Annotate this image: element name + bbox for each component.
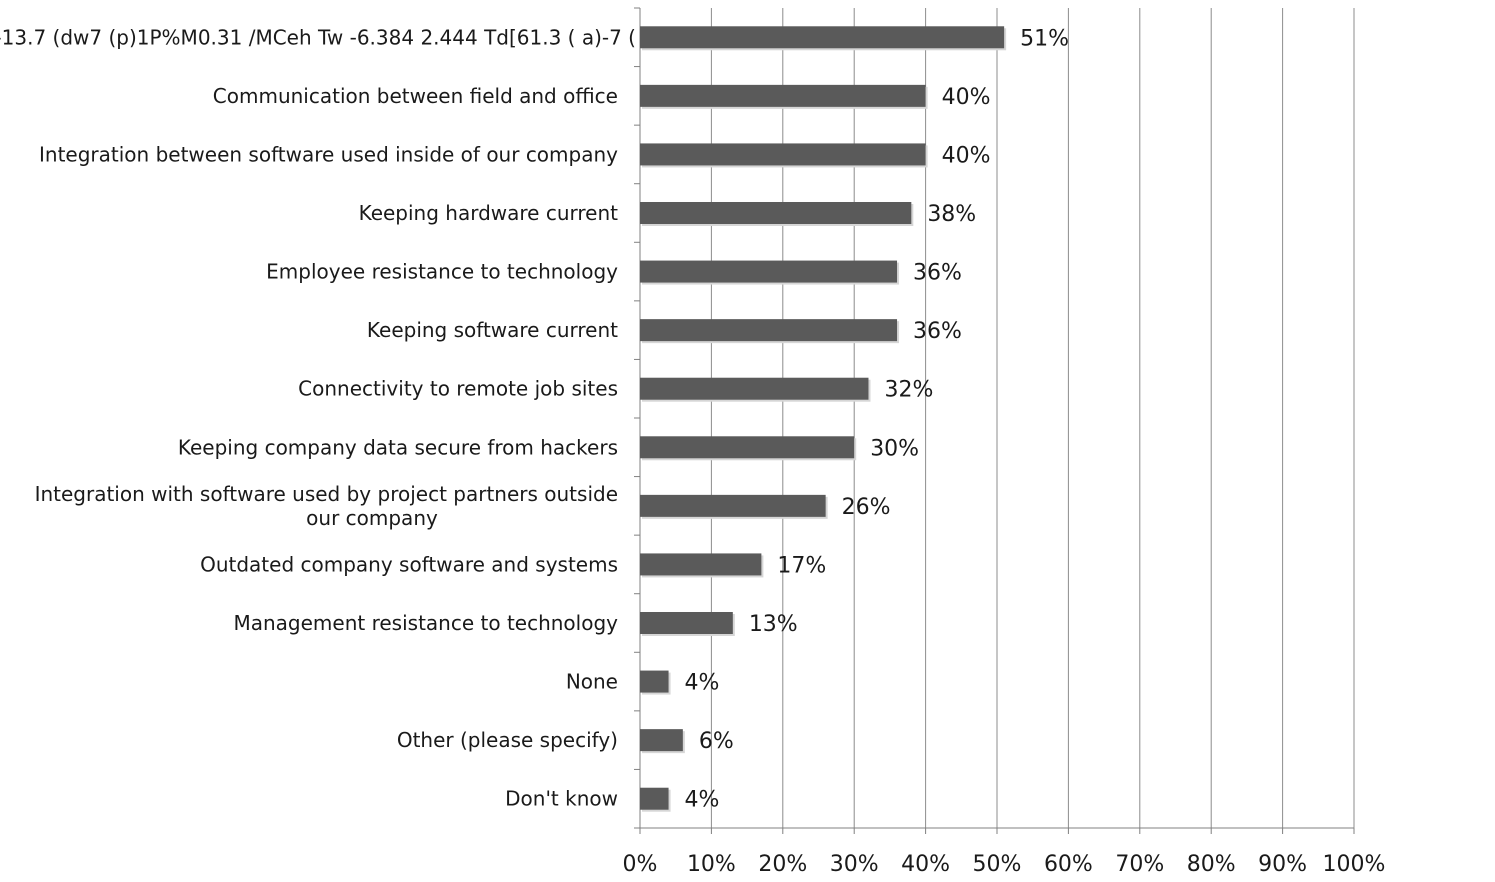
data-labels: 51% 40% 40% 38% 36% 36% 32% 30% 26% 17% 13% 4% 6% 4% bbox=[685, 26, 1069, 812]
data-label: 4% bbox=[685, 671, 720, 696]
data-label: 6% bbox=[699, 729, 734, 754]
category-label: Keeping company data secure from hackers bbox=[178, 435, 618, 459]
x-tick-label: 100% bbox=[1323, 852, 1386, 877]
category-label: Integration with software used by projec… bbox=[35, 482, 618, 530]
data-label: 36% bbox=[913, 261, 962, 286]
category-label: Employee resistance to technology bbox=[266, 260, 618, 284]
data-label: 36% bbox=[913, 319, 962, 344]
bar bbox=[640, 202, 912, 224]
bar bbox=[640, 729, 683, 752]
bar bbox=[640, 553, 762, 576]
bars bbox=[640, 26, 1007, 812]
bar bbox=[640, 319, 898, 342]
bar bbox=[640, 260, 898, 283]
data-label: 17% bbox=[777, 553, 826, 578]
category-label: Other (please specify) bbox=[397, 728, 618, 752]
data-label: 40% bbox=[942, 143, 991, 168]
category-labels: Time needed to implement of( i)-2.7 (a54… bbox=[0, 25, 636, 810]
data-label: 51% bbox=[1020, 26, 1069, 51]
x-tick-label: 20% bbox=[758, 852, 807, 877]
data-label: 30% bbox=[870, 436, 919, 461]
bar bbox=[640, 143, 926, 166]
x-tick-label: 70% bbox=[1115, 852, 1164, 877]
category-label: Keeping hardware current bbox=[359, 201, 619, 225]
x-tick-label: 80% bbox=[1187, 852, 1236, 877]
bar bbox=[640, 612, 733, 634]
bar bbox=[640, 436, 855, 459]
category-label: Integration between software used inside… bbox=[39, 142, 618, 166]
data-label: 4% bbox=[685, 788, 720, 813]
x-tick-labels: 0% 10% 20% 30% 40% 50% 60% 70% 80% 90% 100% bbox=[623, 852, 1386, 877]
x-tick-label: 40% bbox=[901, 852, 950, 877]
category-label: Outdated company software and systems bbox=[200, 552, 618, 576]
category-label: Keeping software current bbox=[367, 318, 618, 342]
category-label: Connectivity to remote job sites bbox=[298, 377, 618, 401]
x-tick-label: 10% bbox=[687, 852, 736, 877]
data-label: 13% bbox=[749, 612, 798, 637]
category-label: Management resistance to technology bbox=[233, 611, 618, 635]
data-label: 38% bbox=[927, 202, 976, 227]
x-tick-label: 90% bbox=[1258, 852, 1307, 877]
x-tick-label: 50% bbox=[973, 852, 1022, 877]
category-label: Time needed to implement of( i)-2.7 (a54… bbox=[0, 25, 636, 49]
x-tick-label: 30% bbox=[830, 852, 879, 877]
bar bbox=[640, 494, 826, 517]
data-label: 40% bbox=[942, 85, 991, 110]
bar bbox=[640, 377, 869, 400]
x-tick-label: 0% bbox=[623, 852, 658, 877]
bar bbox=[640, 26, 1005, 49]
bar bbox=[640, 84, 926, 107]
category-label: Communication between field and office bbox=[213, 84, 618, 108]
category-label: Don't know bbox=[505, 787, 618, 811]
bar bbox=[640, 787, 669, 810]
gridlines bbox=[710, 8, 1355, 828]
axes bbox=[634, 7, 1355, 834]
category-label: None bbox=[566, 670, 618, 694]
data-label: 32% bbox=[884, 378, 933, 403]
x-tick-label: 60% bbox=[1044, 852, 1093, 877]
data-label: 26% bbox=[842, 495, 891, 520]
bar bbox=[640, 670, 669, 693]
